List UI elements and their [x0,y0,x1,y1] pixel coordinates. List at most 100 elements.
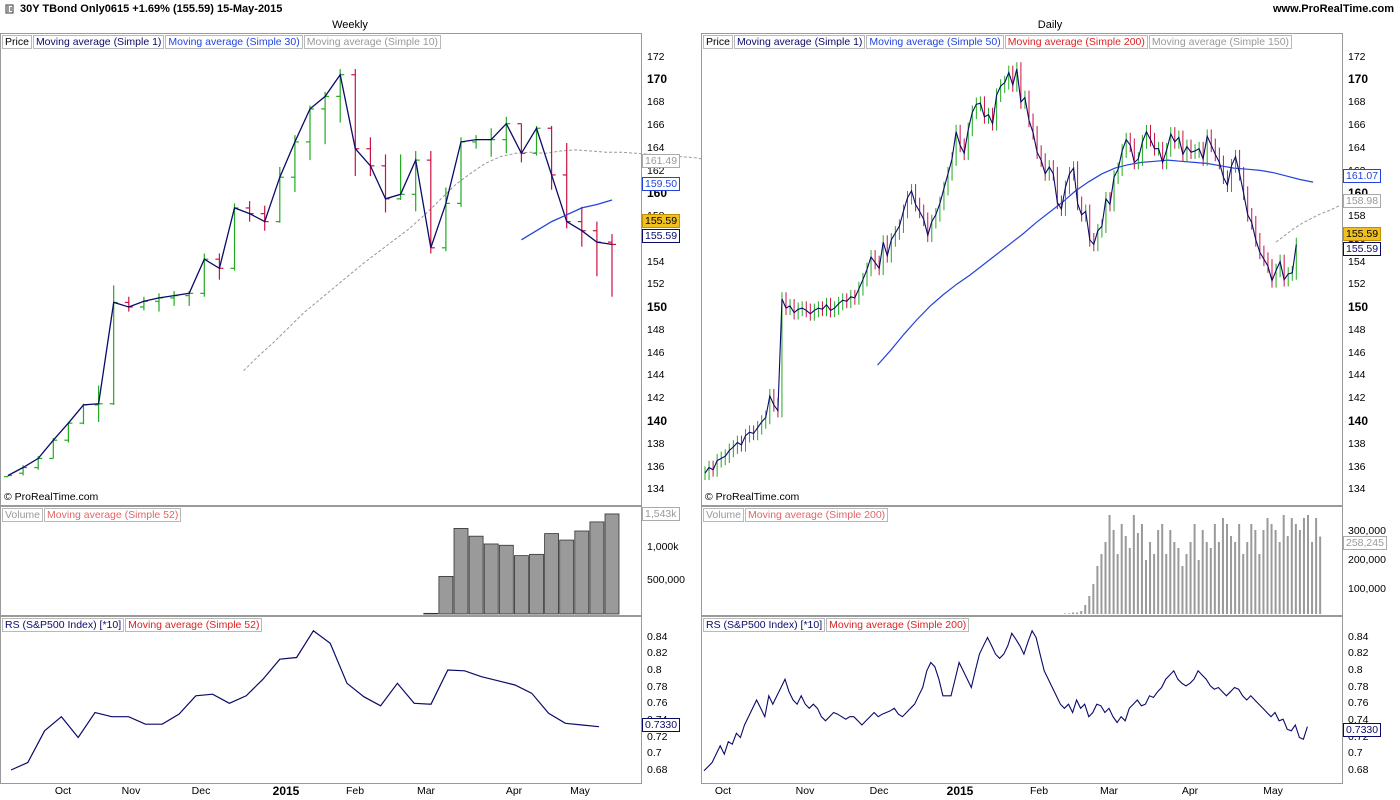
volume-bar [1088,596,1091,614]
price-tick: 164 [647,141,665,154]
volume-bar [1193,524,1196,614]
x-tick: Oct [714,785,732,797]
x-tick: Mar [1099,785,1119,797]
daily-volume-panel[interactable]: Volume Moving average (Simple 200) [701,506,1343,616]
rs-tick: 0.7 [647,747,662,760]
price-tick: 138 [647,437,665,450]
legend-volume[interactable]: Volume [2,508,44,522]
volume-bar [1307,515,1309,614]
volume-bar [1294,524,1297,614]
volume-bar [1197,560,1200,614]
legend-rs[interactable]: RS (S&P500 Index) [*10] [2,618,125,632]
weekly-volume-axis: 1,543k 1,000k 500,000 [641,506,700,614]
x-tick: Apr [505,785,523,797]
legend-ma10[interactable]: Moving average (Simple 10) [303,35,442,49]
legend-volume[interactable]: Volume [703,508,745,522]
price-tick: 168 [1348,96,1366,109]
volume-bar [1278,542,1281,614]
price-tick: 150 [1348,300,1369,315]
weekly-date-axis: Oct Nov Dec 2015 Feb Mar Apr May [0,784,640,799]
rs-tick: 0.76 [647,697,668,710]
chart-type-icon [5,4,14,14]
rs-line [703,629,1308,772]
volume-bar [1262,530,1265,614]
volume-bar [438,575,454,615]
volume-bar [1246,542,1249,614]
price-tick: 164 [1348,141,1366,154]
x-tick: Feb [345,785,365,797]
volume-bar [1189,542,1192,614]
daily-rs-axis: 0.680.70.720.740.760.780.80.820.84 0.733… [1342,616,1400,782]
daily-rs-panel[interactable]: RS (S&P500 Index) [*10] Moving average (… [701,616,1343,784]
volume-bar [1132,515,1135,614]
legend-ma1[interactable]: Moving average (Simple 1) [733,35,866,49]
price-tick: 170 [647,72,668,87]
volume-bar [1311,542,1314,614]
chart-header: 30Y TBond Only0615 +1.69% (155.59) 15-Ma… [0,0,1400,18]
site-url[interactable]: www.ProRealTime.com [1272,3,1394,15]
volume-bar [1084,605,1087,614]
legend-ma1[interactable]: Moving average (Simple 1) [32,35,165,49]
volume-bar [1161,524,1164,614]
volume-bar [1157,530,1160,614]
rs-tick: 0.68 [647,763,668,776]
volume-bar [1221,518,1224,614]
legend-volume-ma[interactable]: Moving average (Simple 200) [745,508,889,522]
price-tick: 168 [647,96,665,109]
volume-bar [1169,530,1172,614]
x-tick: May [1263,785,1283,797]
legend-price[interactable]: Price [703,35,733,49]
legend-ma30[interactable]: Moving average (Simple 30) [165,35,303,49]
volume-bar [468,535,484,615]
daily-volume-tag: 258,245 [1343,536,1387,550]
weekly-volume-panel[interactable]: Volume Moving average (Simple 52) [0,506,642,616]
x-tick: May [570,785,590,797]
legend-rs[interactable]: RS (S&P500 Index) [*10] [703,618,826,632]
volume-bar [1250,524,1253,614]
legend-rs-ma[interactable]: Moving average (Simple 200) [826,618,970,632]
daily-ma150-tag: 158.98 [1343,194,1382,208]
volume-bar [514,555,529,615]
weekly-price-panel[interactable]: Price Moving average (Simple 1) Moving a… [0,33,773,506]
legend-price[interactable]: Price [2,35,32,49]
legend-ma150[interactable]: Moving average (Simple 150) [1148,35,1293,49]
price-tick: 144 [647,369,665,382]
volume-bar [1145,560,1147,614]
weekly-price-legend: Price Moving average (Simple 1) Moving a… [2,35,442,49]
price-tick: 158 [1348,210,1366,223]
rs-tick: 0.82 [1348,647,1369,660]
volume-bar [589,521,605,615]
weekly-rs-panel[interactable]: RS (S&P500 Index) [*10] Moving average (… [0,616,642,784]
price-tick: 152 [1348,278,1366,291]
legend-ma200[interactable]: Moving average (Simple 200) [1004,35,1148,49]
volume-bar [559,539,575,615]
price-tick: 136 [1348,460,1366,473]
rs-tick: 0.84 [647,630,668,643]
volume-bar [1076,612,1079,614]
price-tick: 140 [647,413,668,428]
price-tick: 140 [1348,413,1369,428]
legend-volume-ma[interactable]: Moving average (Simple 52) [44,508,182,522]
volume-bar [1286,536,1289,614]
daily-price-panel[interactable]: Price Moving average (Simple 1) Moving a… [701,33,1343,506]
weekly-ma30-tag: 159.50 [642,177,681,191]
legend-ma50[interactable]: Moving average (Simple 50) [866,35,1004,49]
x-tick: Dec [191,785,211,797]
volume-bar [1254,530,1257,614]
volume-bar [1068,613,1071,614]
daily-title: Daily [1037,19,1063,31]
price-tick: 172 [647,50,665,63]
daily-rs-legend: RS (S&P500 Index) [*10] Moving average (… [703,618,970,632]
weekly-ma10-tag: 161.49 [642,154,681,168]
weekly-copyright: © ProRealTime.com [4,491,99,503]
x-tick: Oct [54,785,72,797]
volume-bar [1234,542,1237,614]
weekly-volume-tick: 1,000k [647,541,679,553]
volume-bar [1217,542,1220,614]
volume-bar [1205,542,1208,614]
daily-volume-tick: 300,000 [1348,525,1386,537]
volume-bar [1116,554,1119,614]
legend-rs-ma[interactable]: Moving average (Simple 52) [125,618,263,632]
daily-ma50-tag: 161.07 [1343,169,1382,183]
x-tick: Mar [416,785,436,797]
